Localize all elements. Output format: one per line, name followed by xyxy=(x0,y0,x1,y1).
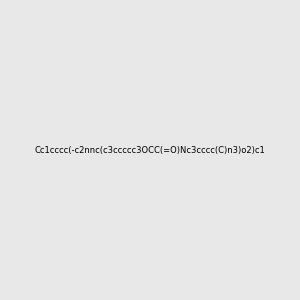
Text: Cc1cccc(-c2nnc(c3ccccc3OCC(=O)Nc3cccc(C)n3)o2)c1: Cc1cccc(-c2nnc(c3ccccc3OCC(=O)Nc3cccc(C)… xyxy=(34,146,266,154)
